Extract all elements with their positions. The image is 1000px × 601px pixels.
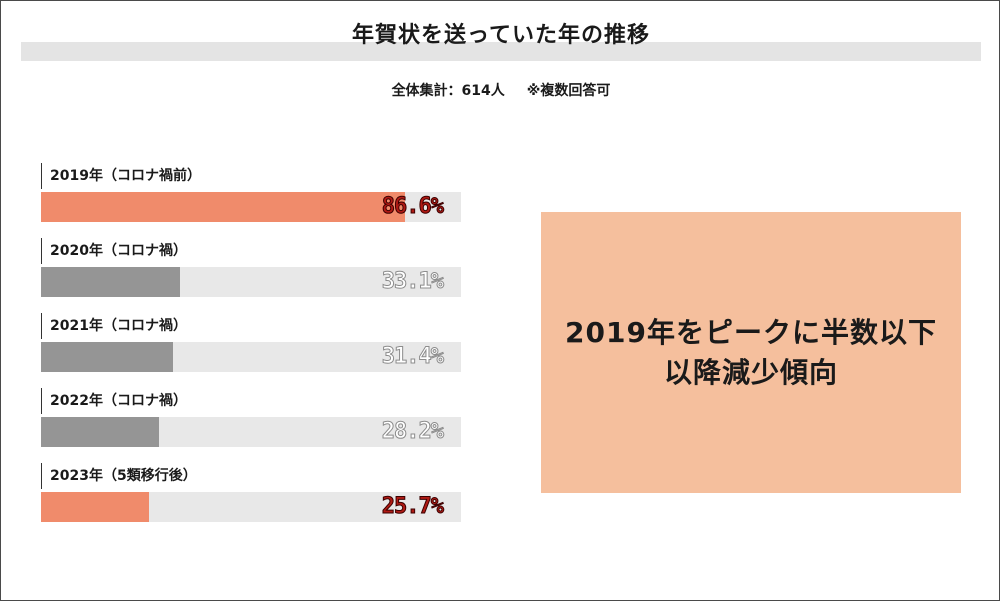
callout-line-2: 以降減少傾向 [663,355,838,389]
callout-line-1: 2019年をピークに半数以下 [565,315,937,349]
multiple-answer-note: ※複数回答可 [526,83,611,99]
bar-value-label: 33.1% [381,269,444,295]
bar-track: 31.4% [41,342,461,372]
bar-track: 25.7% [41,492,461,522]
bar [41,342,173,372]
chart-title: 年賀状を送っていた年の推移 [352,23,650,48]
bar-label: 2021年（コロナ禍） [41,313,187,339]
bar-track: 86.6% [41,192,461,222]
title-band [21,42,981,61]
bar-value-label: 25.7% [381,494,444,520]
bar-track: 33.1% [41,267,461,297]
chart-subtitle: 全体集計：614人 ※複数回答可 [1,80,1000,100]
bar [41,192,405,222]
bar-label: 2022年（コロナ禍） [41,388,187,414]
bar-value-label: 31.4% [381,344,444,370]
summary-callout: 2019年をピークに半数以下 以降減少傾向 [541,212,961,493]
bar-value-label: 86.6% [381,194,444,220]
total-respondents: 全体集計：614人 [391,83,505,99]
bar-value-label: 28.2% [381,419,444,445]
bar [41,267,181,297]
bar-track: 28.2% [41,417,461,447]
bar [41,417,160,447]
bar-label: 2019年（コロナ禍前） [41,163,201,189]
bar-label: 2020年（コロナ禍） [41,238,187,264]
bar [41,492,149,522]
bar-label: 2023年（5類移行後） [41,463,197,489]
